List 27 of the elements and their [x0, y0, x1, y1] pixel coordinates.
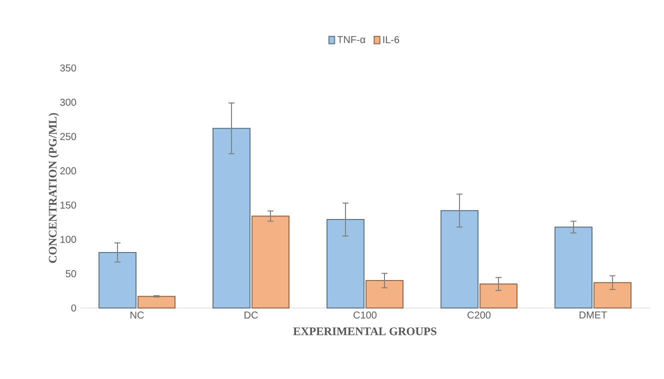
y-tick-label: 350 [60, 64, 76, 72]
bar [98, 252, 137, 308]
y-tick-label: 150 [60, 202, 76, 209]
bar [212, 128, 251, 308]
bar [594, 282, 632, 308]
y-tick-label: 300 [60, 98, 76, 106]
y-tick-label: 100 [60, 236, 76, 243]
x-tick-label: DMET [580, 312, 607, 318]
bar [440, 210, 478, 308]
y-axis-title: CONCENTRATION (PG/ML) [48, 113, 59, 263]
x-tick-label: C200 [468, 312, 491, 319]
bar [252, 216, 290, 308]
y-tick-label: 200 [60, 167, 76, 174]
legend-label: TNF-α [337, 36, 366, 44]
bar [366, 280, 404, 308]
bar [326, 219, 365, 308]
y-tick-label: 50 [66, 270, 76, 278]
x-tick-label: C100 [354, 312, 377, 319]
legend-label: IL-6 [383, 36, 400, 44]
y-tick-label: 0 [71, 304, 76, 312]
bar [554, 226, 592, 308]
x-tick-label: DC [244, 312, 258, 319]
x-axis-title: EXPERIMENTAL GROUPS [293, 327, 436, 336]
x-tick-label: NC [130, 312, 144, 319]
bar [138, 296, 176, 308]
bar [480, 283, 518, 308]
y-tick-label: 250 [60, 133, 76, 140]
